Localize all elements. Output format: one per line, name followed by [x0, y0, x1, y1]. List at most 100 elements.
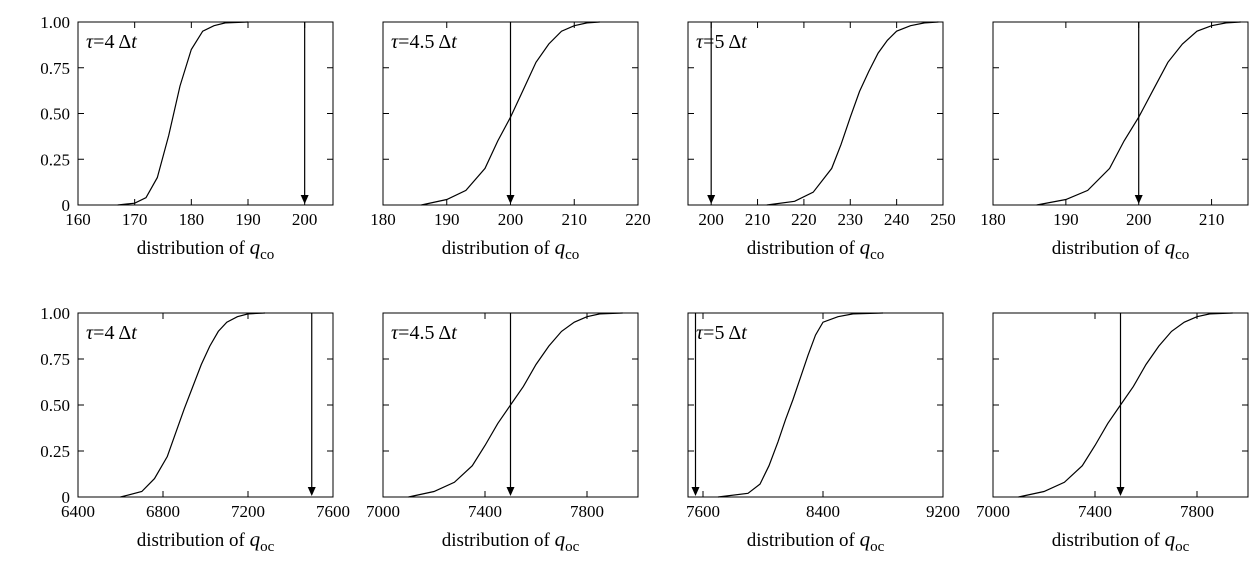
cdf-curve — [408, 312, 623, 498]
x-axis-label-sub: oc — [565, 539, 580, 555]
x-tick-label: 200 — [1126, 210, 1152, 229]
y-tick-label: 0.25 — [40, 150, 70, 169]
x-axis-label-sub: oc — [260, 539, 275, 555]
x-axis-label-var: q — [1165, 235, 1176, 259]
x-axis-label: distribution of qco — [747, 235, 885, 263]
x-axis-label-text: distribution of — [137, 530, 250, 551]
x-axis-label: distribution of qco — [137, 235, 275, 263]
x-axis-label: distribution of qoc — [137, 527, 275, 555]
panel-label-eq: =4 Δ — [93, 31, 131, 53]
x-tick-label: 200 — [698, 210, 724, 229]
x-tick-label: 190 — [235, 210, 261, 229]
cdf-panel-5: 0 0.25 0.50 0.75 1.00 6400 6800 7200 7600 τ=4 Δt d… — [40, 304, 350, 555]
panel-label: τ=4.5 Δt — [391, 322, 457, 344]
x-axis-label-var: q — [860, 235, 871, 259]
panel-label-symbol: τ — [696, 31, 704, 53]
cdf-panel-6: 7000 7400 7800 τ=4.5 Δt distribution of qoc — [366, 312, 639, 555]
cdf-panel-8: 7000 7400 7800 distribution of qoc — [976, 312, 1249, 555]
x-tick-label: 7400 — [468, 502, 502, 521]
x-tick-label: 7400 — [1078, 502, 1112, 521]
cdf-curve — [120, 312, 266, 498]
cdf-panel-7: 7600 8400 9200 τ=5 Δt distribution of qoc — [686, 312, 960, 555]
x-tick-label: 180 — [980, 210, 1006, 229]
x-axis-label-sub: oc — [1175, 539, 1190, 555]
marker-arrowhead — [300, 195, 309, 204]
panel-label-var: t — [131, 322, 137, 344]
x-tick-label: 170 — [122, 210, 148, 229]
x-tick-label: 6800 — [146, 502, 180, 521]
cdf-curve — [717, 312, 884, 498]
x-axis-label: distribution of qco — [1052, 235, 1190, 263]
y-tick-label: 0 — [62, 488, 71, 507]
marker-arrowhead — [707, 195, 716, 204]
x-axis-label-text: distribution of — [442, 238, 555, 259]
cdf-curve — [117, 21, 249, 206]
cdf-curve — [1036, 21, 1241, 206]
y-tick-label: 1.00 — [40, 13, 70, 32]
x-axis-label-text: distribution of — [442, 530, 555, 551]
x-tick-label: 240 — [884, 210, 910, 229]
x-axis-label-var: q — [250, 235, 261, 259]
x-axis-label-text: distribution of — [747, 530, 860, 551]
x-axis-label-var: q — [1165, 527, 1176, 551]
marker-arrowhead — [1134, 195, 1143, 204]
x-tick-label: 220 — [791, 210, 817, 229]
panel-label-eq: =5 Δ — [703, 322, 741, 344]
marker-arrowhead — [307, 487, 316, 496]
x-tick-label: 7800 — [1180, 502, 1214, 521]
cdf-panel-4: 180 190 200 210 distribution of qco — [980, 21, 1249, 263]
x-axis-label: distribution of qoc — [747, 527, 885, 555]
x-axis-label: distribution of qoc — [442, 527, 580, 555]
x-tick-label: 9200 — [926, 502, 960, 521]
panel-label-eq: =4 Δ — [93, 322, 131, 344]
x-tick-label: 7600 — [686, 502, 720, 521]
x-tick-label: 190 — [1053, 210, 1079, 229]
marker-arrowhead — [691, 487, 700, 496]
panel-label-var: t — [741, 322, 747, 344]
x-axis-label-sub: co — [1175, 247, 1189, 263]
x-tick-label: 250 — [930, 210, 956, 229]
y-tick-label: 0.25 — [40, 442, 70, 461]
panel-label-symbol: τ — [86, 322, 94, 344]
panel-label: τ=4.5 Δt — [391, 31, 457, 53]
y-tick-label: 0.50 — [40, 396, 70, 415]
panel-label-var: t — [451, 322, 457, 344]
x-tick-label: 7000 — [366, 502, 400, 521]
panel-label-symbol: τ — [696, 322, 704, 344]
panel-label-symbol: τ — [391, 322, 399, 344]
cdf-curve — [766, 21, 939, 206]
y-tick-label: 0.75 — [40, 59, 70, 78]
x-axis-label-var: q — [555, 527, 566, 551]
panel-label: τ=5 Δt — [696, 322, 747, 344]
y-tick-label: 0.50 — [40, 105, 70, 124]
x-axis-label-text: distribution of — [1052, 530, 1165, 551]
x-tick-label: 210 — [1199, 210, 1225, 229]
x-tick-label: 7800 — [570, 502, 604, 521]
cdf-panel-3: 200 210 220 230 240 250 τ=5 Δt distribution of … — [687, 21, 956, 263]
x-axis-label-sub: oc — [870, 539, 885, 555]
x-axis-label-var: q — [250, 527, 261, 551]
x-axis-label-var: q — [860, 527, 871, 551]
y-tick-label: 0.75 — [40, 350, 70, 369]
x-axis-label-sub: co — [870, 247, 884, 263]
x-axis-label: distribution of qoc — [1052, 527, 1190, 555]
panel-label-eq: =4.5 Δ — [398, 322, 451, 344]
x-tick-label: 180 — [179, 210, 205, 229]
marker-arrowhead — [506, 195, 515, 204]
panel-label-symbol: τ — [391, 31, 399, 53]
x-axis-label-text: distribution of — [747, 238, 860, 259]
panel-label-symbol: τ — [86, 31, 94, 53]
y-tick-label: 0 — [62, 196, 71, 215]
x-tick-label: 8400 — [806, 502, 840, 521]
panel-label-eq: =4.5 Δ — [398, 31, 451, 53]
marker-arrowhead — [1116, 487, 1125, 496]
x-tick-label: 230 — [838, 210, 864, 229]
x-axis-label-sub: co — [260, 247, 274, 263]
panel-label: τ=4 Δt — [86, 322, 137, 344]
panel-label-eq: =5 Δ — [703, 31, 741, 53]
panel-label-var: t — [131, 31, 137, 53]
x-tick-label: 7200 — [231, 502, 265, 521]
x-tick-label: 6400 — [61, 502, 95, 521]
panel-label-var: t — [451, 31, 457, 53]
